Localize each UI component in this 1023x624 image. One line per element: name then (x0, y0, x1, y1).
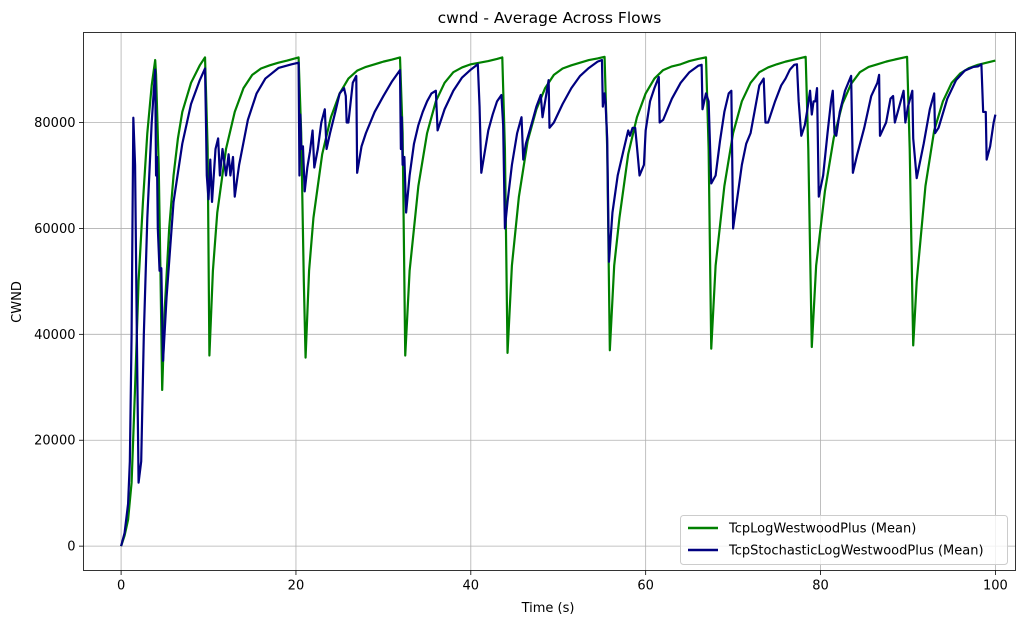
x-tick-label-3: 60 (637, 579, 654, 594)
legend-label-0: TcpLogWestwoodPlus (Mean) (728, 522, 916, 537)
axis-ticks: 0 20 40 60 80 100 0 20000 40000 60000 80000 (34, 116, 1008, 593)
legend-label-1: TcpStochasticLogWestwoodPlus (Mean) (728, 544, 984, 559)
chart-title: cwnd - Average Across Flows (438, 9, 662, 27)
series-line-1 (120, 58, 997, 547)
y-tick-label-0: 0 (67, 540, 75, 555)
x-tick-label-2: 40 (463, 579, 480, 594)
y-tick-label-1: 20000 (34, 434, 75, 449)
y-tick-label-2: 40000 (34, 328, 75, 343)
x-tick-label-4: 80 (812, 579, 829, 594)
legend-box (680, 515, 1008, 565)
y-axis-title: CWND (10, 281, 25, 323)
plot-area-frame (83, 32, 1016, 571)
y-tick-label-3: 60000 (34, 222, 75, 237)
x-tick-label-0: 0 (117, 579, 125, 594)
legend: TcpLogWestwoodPlus (Mean) TcpStochasticL… (680, 515, 1008, 565)
x-tick-label-1: 20 (288, 579, 305, 594)
series-lines (120, 55, 997, 547)
x-axis-title: Time (s) (521, 601, 575, 616)
x-tick-label-5: 100 (983, 579, 1008, 594)
y-tick-label-4: 80000 (34, 116, 75, 131)
